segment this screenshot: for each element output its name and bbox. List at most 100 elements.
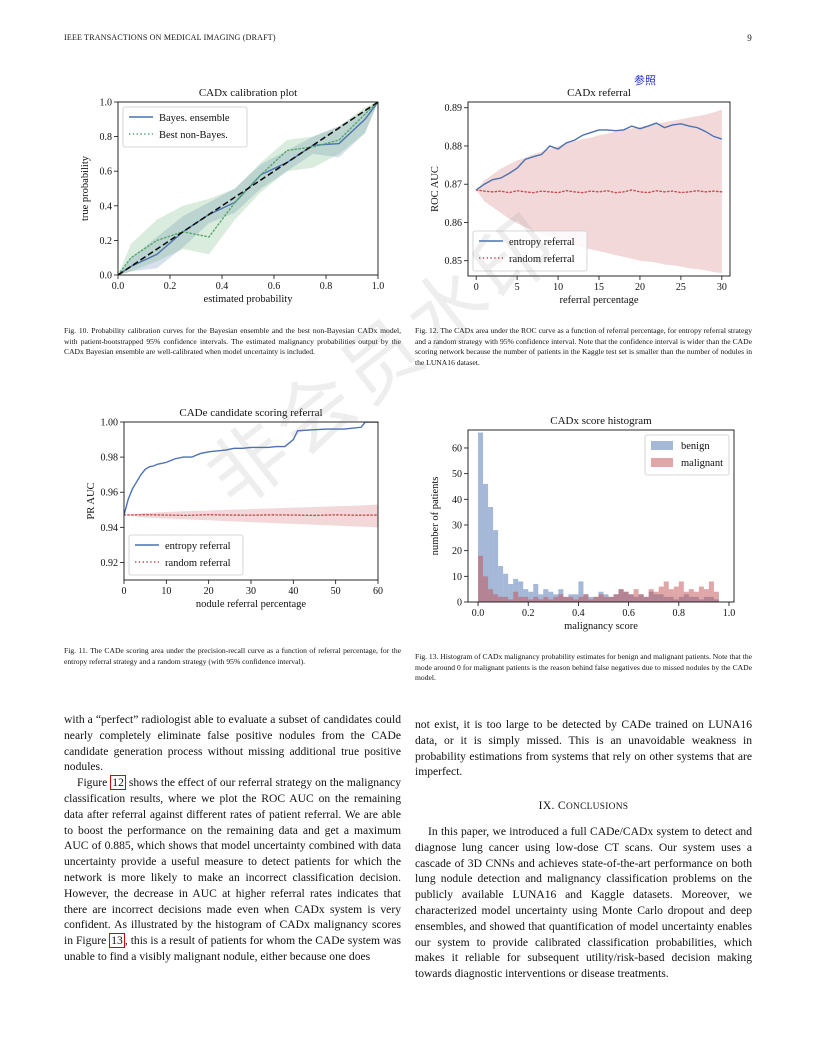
histogram-bar-benign [543,589,549,602]
histogram-bar-benign [528,591,534,602]
histogram-bar-malignant [633,589,639,602]
plot-frame [117,101,379,276]
x-tick-label: 25 [676,282,686,293]
figure-ref-link[interactable]: 12 [110,775,126,791]
histogram-bar-malignant [523,596,529,602]
legend-swatch [651,458,673,467]
legend-label: Bayes. ensemble [159,113,230,124]
y-tick-label: 0 [457,598,462,609]
series-line-entropy referral [475,122,723,191]
plot-area [124,422,378,528]
y-tick-label: 0.0 [100,271,113,282]
y-tick-label: 0.98 [101,453,119,464]
histogram-bar-benign [503,573,509,602]
y-tick-label: 60 [452,443,462,454]
histogram-bar-benign [478,432,484,602]
chart-title: CADe candidate scoring referral [179,407,322,419]
histogram-bar-malignant [498,596,504,602]
histogram-bar-benign [523,589,529,602]
histogram-bar-benign [493,530,499,602]
legend: benign malignant [644,434,730,476]
x-tick-label: 0.2 [164,281,177,292]
histogram-bar-malignant [613,594,619,602]
x-tick-label: 20 [204,586,214,597]
histogram-bar-malignant [713,591,719,602]
histogram-bar-malignant [568,596,574,602]
x-tick-label: 0.6 [622,608,635,619]
y-tick-label: 0.6 [100,167,113,178]
journal-name: IEEE TRANSACTIONS ON MEDICAL IMAGING (DR… [64,33,276,42]
y-tick-label: 40 [452,495,462,506]
y-axis-label: number of patients [430,477,441,556]
y-tick-label: 0.85 [445,256,463,267]
histogram-bar-malignant [493,594,499,602]
x-tick-label: 15 [594,282,604,293]
x-tick-label: 60 [373,586,383,597]
histogram-bar-malignant [583,594,589,602]
y-tick-label: 0.92 [101,558,119,569]
section-number: IX. [538,799,558,813]
legend-label: Best non-Bayes. [159,130,228,141]
x-tick-label: 10 [553,282,563,293]
y-tick-label: 0.86 [445,218,463,229]
histogram-bar-malignant [638,594,644,602]
plot-area [478,432,719,602]
histogram-bar-malignant [578,596,584,602]
y-tick-label: 0.2 [100,236,113,247]
x-tick-label: 0.6 [268,281,281,292]
y-tick-label: 50 [452,469,462,480]
x-tick-label: 0 [122,586,127,597]
histogram-bar-malignant [668,589,674,602]
body-right-column: not exist, it is too large to be detecte… [415,717,752,982]
histogram-bar-malignant [573,599,579,602]
histogram-bar-malignant [603,596,609,602]
chart-title: CADx referral [567,87,631,99]
histogram-bar-malignant [673,586,679,602]
histogram-bar-benign [498,566,504,602]
legend-box [122,106,248,148]
reference-mark: 参照 [634,74,656,87]
legend-label: malignant [681,458,723,469]
histogram-bar-malignant [553,596,559,602]
chart-title: CADx score histogram [550,415,652,427]
paragraph: Figure 12 shows the effect of our referr… [64,775,401,965]
fig12-caption: Fig. 12. The CADx area under the ROC cur… [415,326,752,367]
histogram-bar-benign [573,594,579,602]
histogram-bar-benign [538,594,544,602]
y-axis-label: ROC AUC [430,166,441,212]
histogram-bar-malignant [518,596,524,602]
x-tick-label: 5 [515,282,520,293]
y-tick-label: 0.4 [100,201,113,212]
plot-area [118,102,378,275]
legend: Bayes. ensemble Best non-Bayes. [122,106,248,148]
histogram-bar-malignant [558,594,564,602]
x-tick-label: 40 [288,586,298,597]
histogram-bar-malignant [708,581,714,602]
y-tick-label: 0.89 [445,103,463,114]
x-tick-label: 1.0 [723,608,736,619]
histogram-bar-malignant [663,581,669,602]
x-axis-label: malignancy score [564,621,638,632]
y-tick-label: 0.88 [445,141,463,152]
histogram-bar-malignant [543,596,549,602]
figure-ref-link[interactable]: 13 [109,933,125,949]
x-tick-label: 10 [161,586,171,597]
y-axis-label: PR AUC [86,482,97,519]
histogram-bar-benign [513,578,519,602]
legend-label: random referral [165,558,231,569]
histogram-bar-malignant [618,589,624,602]
series-line-entropy referral [124,422,378,516]
x-tick-label: 20 [635,282,645,293]
histogram-bar-malignant [628,594,634,602]
x-axis-label: referral percentage [560,295,639,306]
x-tick-label: 0.0 [112,281,125,292]
cadx-referral-chart: CADx referral 0 5 10 15 20 25 30 0.85 0.86 0.87 0.8… [430,87,731,306]
y-tick-label: 0.8 [100,132,113,143]
y-tick-label: 20 [452,546,462,557]
histogram-bar-benign [533,584,539,602]
histogram-bar-malignant [528,599,534,602]
series-line-random referral [124,513,378,517]
x-tick-label: 1.0 [372,281,385,292]
legend-label: entropy referral [165,541,231,552]
legend: entropy referral random referral [128,534,244,576]
